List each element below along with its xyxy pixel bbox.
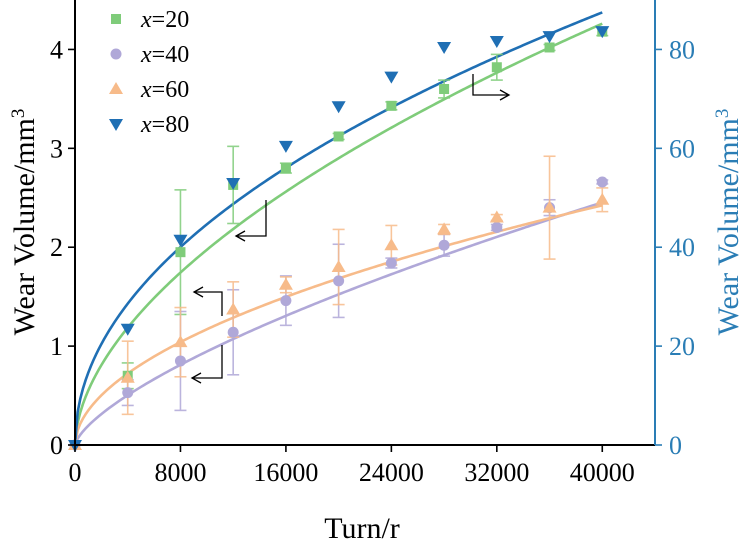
legend: x=20 x=40 x=60 x=80: [109, 7, 189, 138]
data-point-x-80: [437, 41, 452, 54]
data-point-x-80: [278, 140, 293, 153]
data-point-x-60: [120, 370, 135, 383]
legend-marker-x-80: [109, 119, 123, 131]
data-point-x-40: [438, 239, 450, 251]
legend-label: x=60: [140, 77, 189, 103]
data-point-x-80: [489, 36, 504, 49]
data-point-x-20: [175, 247, 186, 258]
y-left-tick-label: 3: [50, 134, 63, 163]
legend-marker-x-60: [109, 82, 123, 94]
y-left-tick-label: 4: [50, 35, 63, 64]
y-right-tick-label: 20: [669, 332, 695, 361]
y-left-tick-label: 0: [50, 431, 63, 460]
legend-marker-x-20: [111, 14, 121, 24]
data-point-x-80: [331, 101, 346, 114]
y-right-tick-label: 60: [669, 134, 695, 163]
data-point-x-60: [278, 277, 293, 290]
y-right-axis-title: Wear Volume/mm3: [712, 109, 746, 336]
legend-label: x=20: [140, 7, 189, 33]
data-point-x-80: [595, 26, 610, 39]
data-point-x-60: [173, 335, 188, 348]
data-point-x-40: [227, 326, 239, 338]
data-point-x-80: [384, 71, 399, 84]
data-point-x-20: [491, 62, 502, 73]
data-point-x-60: [595, 192, 610, 205]
x-tick-label: 40000: [570, 458, 635, 487]
data-point-x-40: [280, 295, 292, 307]
data-point-x-20: [333, 131, 344, 142]
data-point-x-60: [437, 222, 452, 235]
data-point-x-20: [544, 42, 555, 53]
x-tick-label: 8000: [154, 458, 206, 487]
data-point-x-80: [226, 177, 241, 190]
y-left-tick-label: 2: [50, 233, 63, 262]
data-point-x-60: [331, 260, 346, 272]
arrow-x60-left: [192, 286, 223, 316]
legend-label: x=40: [140, 42, 189, 68]
y-right-tick-label: 0: [669, 431, 682, 460]
data-point-x-40: [385, 257, 397, 269]
x-tick-label: 16000: [253, 458, 318, 487]
legend-label: x=80: [140, 112, 189, 138]
data-markers: [68, 26, 610, 452]
data-point-x-80: [173, 234, 188, 247]
data-point-x-20: [386, 100, 397, 111]
data-point-x-80: [542, 31, 557, 44]
legend-marker-x-40: [110, 48, 122, 60]
y-left-axis-title: Wear Volume/mm3: [8, 109, 42, 336]
data-point-x-20: [439, 84, 450, 94]
data-point-x-60: [226, 302, 241, 315]
y-right-tick-label: 40: [669, 233, 695, 262]
axes: 0 8000 16000 24000 32000 4000001234020406080T…: [8, 0, 746, 545]
y-left-tick-label: 1: [50, 332, 63, 361]
data-point-x-60: [489, 210, 504, 223]
x-tick-label: 32000: [464, 458, 529, 487]
y-right-tick-label: 80: [669, 35, 695, 64]
arrow-x40-left: [190, 345, 223, 384]
fit-curve-x-20: [73, 22, 603, 446]
x-axis-title: Turn/r: [324, 512, 400, 545]
arrow-x80-left: [234, 200, 267, 242]
data-point-x-40: [491, 221, 503, 233]
data-point-x-40: [122, 387, 134, 399]
data-point-x-60: [542, 200, 557, 213]
axis-arrows: [190, 74, 511, 384]
data-point-x-20: [280, 163, 291, 174]
data-point-x-40: [333, 275, 345, 287]
x-tick-label: 24000: [359, 458, 424, 487]
data-point-x-40: [174, 355, 186, 367]
x-tick-label: 0: [69, 458, 82, 487]
data-point-x-40: [596, 176, 608, 188]
data-point-x-80: [120, 323, 135, 336]
data-point-x-60: [384, 238, 399, 251]
arrow-x20-right: [472, 74, 511, 101]
